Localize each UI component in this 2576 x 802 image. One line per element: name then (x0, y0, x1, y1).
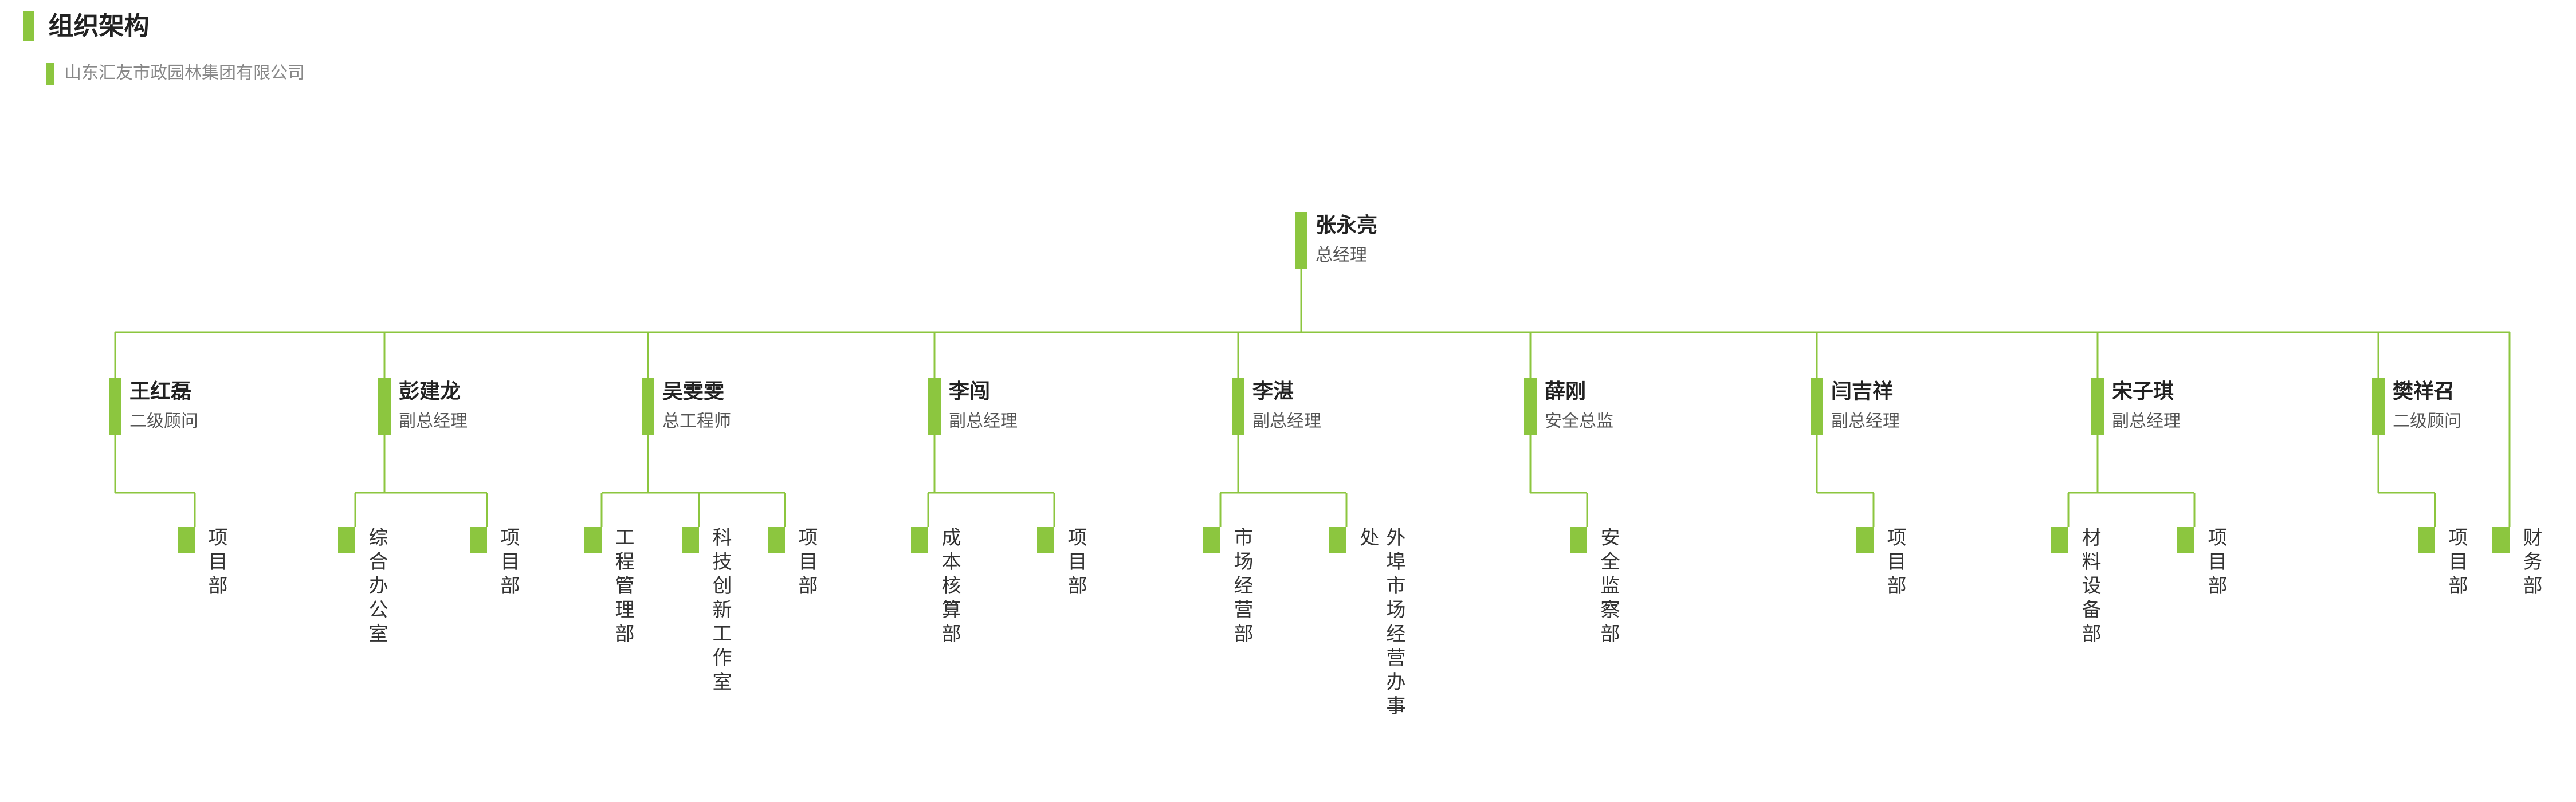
person-title: 安全总监 (1545, 410, 1613, 433)
dept-accent-bar (768, 527, 785, 553)
node-accent-bar (1232, 378, 1244, 435)
node-accent-bar (1524, 378, 1537, 435)
org-dept-1-0: 综合办公室 (338, 527, 390, 650)
dept-label: 项目部 (793, 527, 819, 599)
dept-accent-bar (1570, 527, 1587, 553)
org-dept-8-0: 项目部 (2418, 527, 2469, 602)
org-dept-7-1: 项目部 (2177, 527, 2229, 602)
org-person-2: 吴雯雯总工程师 (642, 378, 731, 435)
dept-label: 项目部 (2443, 527, 2469, 599)
org-dept-2-0: 工程管理部 (584, 527, 636, 650)
dept-label: 综合办公室 (363, 527, 390, 647)
person-name: 闫吉祥 (1831, 378, 1900, 404)
dept-accent-bar (2051, 527, 2068, 553)
dept-label: 安全监察部 (1595, 527, 1621, 647)
person-name: 王红磊 (129, 378, 198, 404)
dept-accent-bar (2177, 527, 2194, 553)
dept-label: 财务部 (2518, 527, 2544, 599)
org-dept-2-2: 项目部 (768, 527, 819, 602)
dept-accent-bar (2492, 527, 2510, 553)
org-dept-6-0: 项目部 (1856, 527, 1908, 602)
dept-accent-bar (1856, 527, 1874, 553)
node-accent-bar (642, 378, 654, 435)
person-title: 总经理 (1316, 244, 1377, 267)
org-dept-7-0: 材料设备部 (2051, 527, 2103, 650)
dept-accent-bar (1329, 527, 1346, 553)
org-person-1: 彭建龙副总经理 (378, 378, 468, 435)
dept-accent-bar (1203, 527, 1220, 553)
person-name: 李湛 (1252, 378, 1321, 404)
person-name: 薛刚 (1545, 378, 1613, 404)
org-dept-5-0: 安全监察部 (1570, 527, 1621, 650)
dept-accent-bar (338, 527, 355, 553)
node-accent-bar (928, 378, 941, 435)
person-title: 副总经理 (399, 410, 468, 433)
org-person-4: 李湛副总经理 (1232, 378, 1321, 435)
node-accent-bar (109, 378, 121, 435)
org-dept-4-0: 市场经营部 (1203, 527, 1255, 650)
dept-label: 市场经营部 (1228, 527, 1255, 647)
person-title: 副总经理 (1831, 410, 1900, 433)
dept-label: 成本核算部 (936, 527, 963, 647)
org-root-node: 张永亮总经理 (1295, 212, 1377, 269)
person-title: 副总经理 (2112, 410, 2181, 433)
org-dept-3-0: 成本核算部 (911, 527, 963, 650)
person-title: 二级顾问 (129, 410, 198, 433)
dept-label: 项目部 (1062, 527, 1089, 599)
person-name: 彭建龙 (399, 378, 468, 404)
person-name: 张永亮 (1316, 212, 1377, 238)
org-dept-finance: 财务部 (2492, 527, 2544, 602)
person-title: 副总经理 (1252, 410, 1321, 433)
dept-label: 科技创新工作室 (707, 527, 733, 695)
dept-accent-bar (911, 527, 928, 553)
dept-label: 项目部 (495, 527, 521, 599)
dept-label: 材料设备部 (2076, 527, 2103, 647)
node-accent-bar (378, 378, 391, 435)
person-name: 宋子琪 (2112, 378, 2181, 404)
person-title: 总工程师 (662, 410, 731, 433)
org-person-0: 王红磊二级顾问 (109, 378, 198, 435)
org-person-3: 李闯副总经理 (928, 378, 1018, 435)
dept-label: 项目部 (1882, 527, 1908, 599)
org-dept-2-1: 科技创新工作室 (682, 527, 733, 698)
node-accent-bar (2372, 378, 2385, 435)
dept-accent-bar (682, 527, 699, 553)
dept-label: 项目部 (2202, 527, 2229, 599)
org-person-5: 薛刚安全总监 (1524, 378, 1613, 435)
org-dept-0-0: 项目部 (178, 527, 229, 602)
node-accent-bar (1295, 212, 1307, 269)
org-dept-3-1: 项目部 (1037, 527, 1089, 602)
dept-label: 项目部 (203, 527, 229, 599)
dept-accent-bar (470, 527, 487, 553)
person-title: 副总经理 (949, 410, 1018, 433)
org-person-8: 樊祥召二级顾问 (2372, 378, 2461, 435)
person-name: 吴雯雯 (662, 378, 731, 404)
dept-label: 工程管理部 (610, 527, 636, 647)
org-chart: 张永亮总经理财务部 王红磊二级顾问项目部 彭建龙副总经理综合办公室 项目部 吴雯雯总工程… (0, 0, 2576, 802)
dept-accent-bar (1037, 527, 1054, 553)
node-accent-bar (2091, 378, 2104, 435)
dept-label: 外埠市场经营办事处 (1354, 527, 1407, 728)
org-person-6: 闫吉祥副总经理 (1811, 378, 1900, 435)
dept-accent-bar (584, 527, 602, 553)
org-dept-1-1: 项目部 (470, 527, 521, 602)
person-title: 二级顾问 (2393, 410, 2461, 433)
person-name: 樊祥召 (2393, 378, 2461, 404)
person-name: 李闯 (949, 378, 1018, 404)
node-accent-bar (1811, 378, 1823, 435)
org-dept-4-1: 外埠市场经营办事处 (1329, 527, 1407, 730)
org-person-7: 宋子琪副总经理 (2091, 378, 2181, 435)
dept-accent-bar (178, 527, 195, 553)
dept-accent-bar (2418, 527, 2435, 553)
